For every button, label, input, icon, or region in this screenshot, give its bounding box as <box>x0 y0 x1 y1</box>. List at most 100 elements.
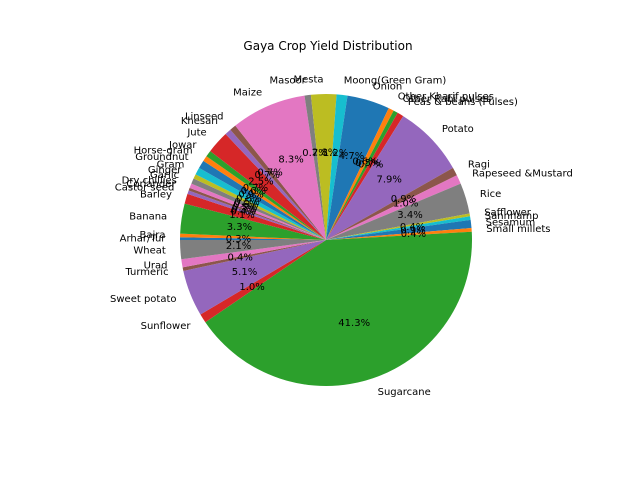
pie-slice <box>206 151 326 240</box>
slice-label: Turmeric <box>124 267 168 278</box>
pie-slice <box>326 95 389 240</box>
slice-percentage: 0.6% <box>352 157 377 168</box>
slice-percentage: 0.3% <box>231 205 256 216</box>
pie-slice <box>188 187 326 240</box>
slice-percentage: 0.5% <box>234 197 259 208</box>
pie-slice <box>310 93 337 241</box>
slice-label: Ragi <box>468 160 490 171</box>
pie-slice <box>326 228 472 240</box>
slice-percentage: 7.9% <box>376 174 401 185</box>
slice-percentage: 8.3% <box>278 155 303 166</box>
slice-label: Bajra <box>139 230 165 241</box>
slice-label: Safflower <box>484 207 532 218</box>
pie-slice <box>304 94 326 240</box>
pie-slice <box>189 183 326 240</box>
slice-percentage: 0.9% <box>391 194 416 205</box>
slice-percentage: 2.1% <box>226 241 251 252</box>
pie-slice <box>199 160 326 240</box>
slice-percentage: 0.4% <box>400 222 425 233</box>
slice-percentage: 2.5% <box>248 176 273 187</box>
slice-label: Linseed <box>185 111 224 122</box>
pie-slice <box>326 175 461 240</box>
pie-slice <box>326 108 394 241</box>
pie-slice <box>200 240 326 323</box>
slice-percentage: 0.7% <box>254 170 279 181</box>
slice-label: Sannhamp <box>485 211 539 222</box>
slice-percentage: 0.9% <box>400 225 425 236</box>
pie-slice <box>225 129 326 240</box>
pie-slice <box>326 213 471 240</box>
pie-slice <box>203 156 326 240</box>
slice-percentage: 3.4% <box>397 210 422 221</box>
slice-percentage: 4.7% <box>339 151 364 162</box>
slice-label: Rapeseed &Mustard <box>472 168 573 179</box>
pie-slice <box>187 190 326 240</box>
slice-percentage: 0.5% <box>232 202 257 213</box>
slice-label: Rice <box>480 189 501 200</box>
pie-slice <box>193 174 326 240</box>
slice-percentage: 1.0% <box>393 199 418 210</box>
slice-label: Other Rabi pulses <box>403 94 492 105</box>
slice-label: Wheat <box>133 246 166 257</box>
slice-label: Onion <box>373 81 402 92</box>
slice-percentage: 0.7% <box>257 168 282 179</box>
pie-slice <box>191 178 326 240</box>
slice-label: Urad <box>144 261 168 272</box>
pie-slice <box>195 167 326 240</box>
chart-title: Gaya Crop Yield Distribution <box>243 39 412 53</box>
slice-label: Maize <box>233 88 262 99</box>
slice-label: Potato <box>442 124 474 135</box>
slice-label: Gram <box>157 159 185 170</box>
slice-percentage: 1.2% <box>323 148 348 159</box>
slice-label: Ginger <box>148 165 182 176</box>
slice-percentage: 0.8% <box>236 194 261 205</box>
pie-slice <box>326 183 470 240</box>
slice-label: Banana <box>129 211 167 222</box>
slice-percentage: 0.7% <box>302 148 327 159</box>
slice-percentage: 0.4% <box>230 206 255 217</box>
slice-label: Dry chillies <box>122 175 177 186</box>
pie-slice <box>180 240 326 260</box>
pie-slice <box>326 167 457 240</box>
slice-label: Khesari <box>181 116 218 127</box>
slice-label: Sunflower <box>141 321 192 332</box>
slice-percentage: 0.4% <box>401 229 426 240</box>
slice-percentage: 3.3% <box>227 222 252 233</box>
slice-label: Sesamum <box>486 217 536 228</box>
slice-label: Horse-gram <box>134 145 193 156</box>
pie-slice <box>326 110 398 240</box>
slice-label: Garlic <box>150 170 179 181</box>
pie-slices <box>180 93 473 387</box>
pie-slice <box>235 95 326 240</box>
slice-label: Masoor <box>269 76 306 87</box>
pie-slice <box>181 240 326 268</box>
pie-slice <box>180 237 326 240</box>
slice-label: Moong(Green Gram) <box>344 75 447 86</box>
slice-percentage: 0.6% <box>233 200 258 211</box>
slice-percentages: 0.3%3.3%1.1%0.4%0.3%0.5%0.6%0.5%0.8%0.9%… <box>226 147 426 329</box>
pie-slice <box>326 116 453 240</box>
slice-label: Mesta <box>293 74 323 85</box>
slice-label: Groundnut <box>135 152 188 163</box>
slice-percentage: 0.3% <box>226 234 251 245</box>
slice-percentage: 1.1% <box>229 210 254 221</box>
pie-slice <box>210 134 326 240</box>
slice-percentage: 0.9% <box>238 190 263 201</box>
pie-slice <box>180 233 326 240</box>
slice-label: Sweet potato <box>110 294 176 305</box>
slice-percentage: 0.7% <box>243 183 268 194</box>
slice-percentage: 0.7% <box>358 160 383 171</box>
slice-percentage: 5.1% <box>232 267 257 278</box>
slice-label: Castor seed <box>115 182 175 193</box>
pie-slice <box>183 240 326 315</box>
slice-percentage: 41.3% <box>338 318 370 329</box>
slice-percentage: 0.6% <box>241 186 266 197</box>
pie-slice <box>326 112 404 240</box>
slice-percentage: 1.0% <box>239 282 264 293</box>
pie-slice <box>180 203 326 240</box>
pie-slice <box>182 240 326 272</box>
pie-slice <box>205 231 473 387</box>
pie-slice <box>230 125 326 240</box>
